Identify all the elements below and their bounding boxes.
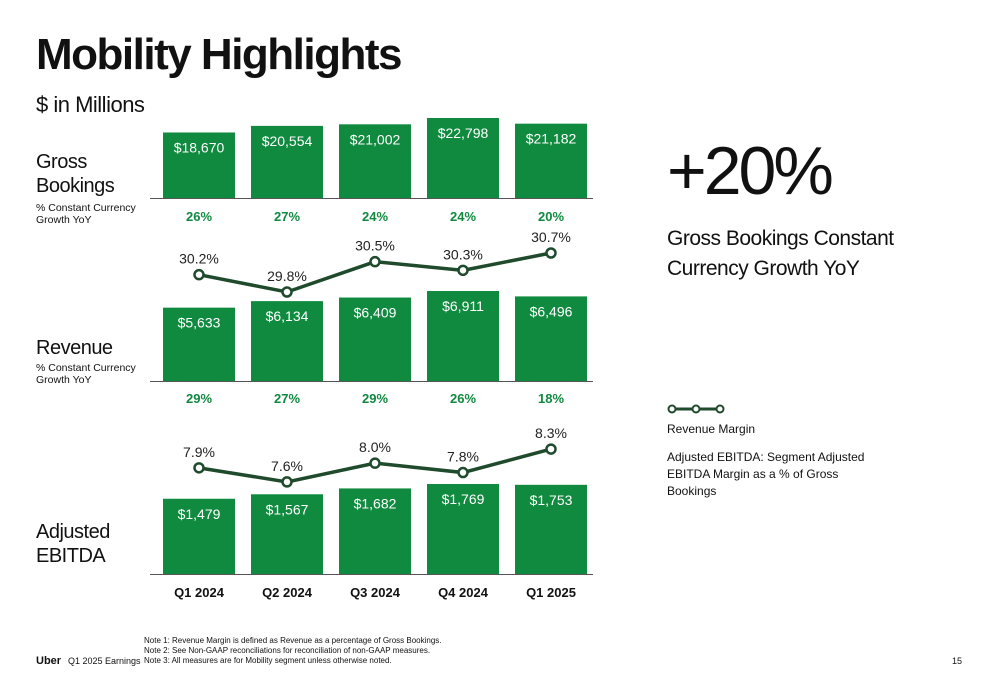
adjusted-ebitda-margin-point-1: [193, 462, 205, 474]
revenue-margin-point-5: [545, 247, 557, 259]
adjusted-ebitda-margin-label-2: 7.6%: [271, 458, 303, 474]
revenue-margin-point-2: [281, 286, 293, 298]
revenue-margin-point-3: [369, 255, 381, 268]
page-number: 15: [952, 656, 963, 666]
legend-revenue-margin-label: Revenue Margin: [667, 422, 756, 436]
adjusted-ebitda-margin-label-1: 7.9%: [183, 444, 215, 460]
adjusted-ebitda-bar-value-5: $1,753: [530, 492, 573, 508]
adjusted-ebitda-margin-label-3: 8.0%: [359, 439, 391, 455]
adjusted-ebitda-margin-point-4: [457, 466, 469, 479]
footer-note-1: Note 1: Revenue Margin is defined as Rev…: [144, 636, 442, 645]
revenue-growth-1: 29%: [186, 391, 212, 406]
revenue-margin-label-2: 29.8%: [267, 268, 307, 284]
revenue-bar-value-1: $5,633: [178, 315, 221, 331]
gross-bookings-growth-2: 27%: [274, 209, 300, 224]
footer-period: Q1 2025 Earnings: [68, 656, 141, 666]
revenue-margin-label-3: 30.5%: [355, 238, 395, 254]
gross-bookings-bar-value-4: $22,798: [438, 125, 489, 141]
line-with-markers-icon: [667, 404, 725, 414]
adjusted-ebitda-margin-point-2: [281, 476, 293, 488]
revenue-margin-label-1: 30.2%: [179, 251, 219, 267]
gross-bookings-growth-5: 20%: [538, 209, 564, 224]
kpi-growth-caption: Gross Bookings Constant Currency Growth …: [667, 227, 894, 280]
gross-bookings-growth-1: 26%: [186, 209, 212, 224]
gross-bookings-label: Gross Bookings: [36, 151, 115, 197]
x-axis-label-4: Q4 2024: [438, 585, 489, 600]
revenue-bar-1: [163, 307, 235, 381]
gross-bookings-bar-value-3: $21,002: [350, 131, 401, 147]
adjusted-ebitda-bar-value-2: $1,567: [266, 501, 309, 517]
revenue-margin-label-5: 30.7%: [531, 229, 571, 245]
adjusted-ebitda-margin-point-3: [369, 457, 381, 469]
kpi-growth-value: +20%: [667, 133, 834, 209]
adjusted-ebitda-bar-3: [339, 488, 411, 574]
revenue-label: Revenue: [36, 337, 113, 359]
revenue-bar-value-2: $6,134: [266, 308, 309, 324]
adjusted-ebitda-bar-value-4: $1,769: [442, 491, 485, 507]
adjusted-ebitda-bar-2: [251, 494, 323, 574]
revenue-note: % Constant Currency Growth YoY: [36, 362, 136, 386]
revenue-bar-value-3: $6,409: [354, 305, 397, 321]
revenue-bar-value-4: $6,911: [442, 298, 484, 314]
adjusted-ebitda-margin-point-5: [545, 443, 557, 455]
revenue-growth-2: 27%: [274, 391, 300, 406]
revenue-growth-5: 18%: [538, 391, 564, 406]
footer-notes: Note 1: Revenue Margin is defined as Rev…: [144, 636, 442, 666]
footer-brand-logo: Uber: [36, 655, 62, 667]
footer-note-3: Note 3: All measures are for Mobility se…: [144, 656, 392, 665]
gross-bookings-growth-3: 24%: [362, 209, 388, 224]
adjusted-ebitda-margin-label-4: 7.8%: [447, 449, 479, 465]
gross-bookings-bar-5: [515, 123, 587, 198]
gross-bookings-bar-value-1: $18,670: [174, 139, 225, 155]
gross-bookings-bar-1: [163, 132, 235, 198]
x-axis-label-1: Q1 2024: [174, 585, 225, 600]
gross-bookings-bar-3: [339, 124, 411, 198]
revenue-growth-3: 29%: [362, 391, 388, 406]
footer-note-2: Note 2: See Non-GAAP reconciliations for…: [144, 646, 431, 655]
gross-bookings-bar-value-5: $21,182: [526, 131, 577, 147]
gross-bookings-bar-2: [251, 125, 323, 198]
adjusted-ebitda-bar-value-3: $1,682: [354, 495, 397, 511]
revenue-bar-3: [339, 297, 411, 381]
page-subtitle: $ in Millions: [36, 92, 145, 117]
revenue-growth-4: 26%: [450, 391, 476, 406]
page-title: Mobility Highlights: [36, 30, 403, 79]
revenue-margin-point-4: [457, 264, 469, 277]
gross-bookings-bar-4: [427, 118, 499, 198]
x-axis-label-2: Q2 2024: [262, 585, 313, 600]
x-axis-label-3: Q3 2024: [350, 585, 401, 600]
adjusted-ebitda-bar-value-1: $1,479: [178, 506, 221, 522]
revenue-bar-2: [251, 301, 323, 381]
gross-bookings-bar-value-2: $20,554: [262, 133, 313, 149]
adjusted-ebitda-margin-label-5: 8.3%: [535, 425, 567, 441]
revenue-bar-value-5: $6,496: [530, 303, 573, 319]
adjusted-ebitda-bar-5: [515, 484, 587, 574]
x-axis-label-5: Q1 2025: [526, 585, 576, 600]
adjusted-ebitda-label: Adjusted EBITDA: [36, 521, 110, 567]
gross-bookings-growth-4: 24%: [450, 209, 476, 224]
legend-ebitda-note: Adjusted EBITDA: Segment Adjusted EBITDA…: [667, 450, 865, 498]
adjusted-ebitda-bar-4: [427, 484, 499, 574]
gross-bookings-note: % Constant Currency Growth YoY: [36, 202, 136, 226]
revenue-bar-5: [515, 296, 587, 381]
revenue-bar-4: [427, 291, 499, 381]
revenue-margin-point-1: [193, 268, 205, 281]
adjusted-ebitda-bar-1: [163, 498, 235, 574]
revenue-margin-label-4: 30.3%: [443, 246, 483, 262]
